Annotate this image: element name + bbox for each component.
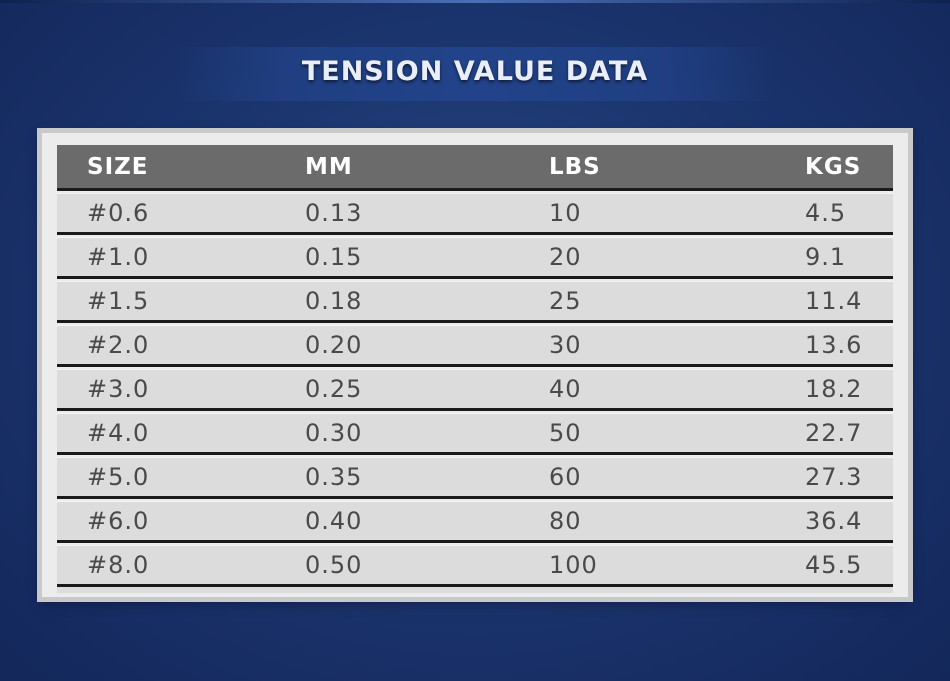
table-row: #1.5 0.18 25 11.4 bbox=[57, 281, 893, 323]
title-band bbox=[175, 47, 775, 101]
mm-cell: 0.20 bbox=[305, 330, 363, 359]
lbs-cell: 20 bbox=[549, 242, 582, 271]
size-cell: #0.6 bbox=[87, 198, 150, 227]
table-row: #4.0 0.30 50 22.7 bbox=[57, 413, 893, 455]
table-row: #2.0 0.20 30 13.6 bbox=[57, 325, 893, 367]
lbs-cell: 50 bbox=[549, 418, 582, 447]
page-title: TENSION VALUE DATA bbox=[301, 56, 649, 87]
kgs-cell: 22.7 bbox=[805, 418, 863, 447]
size-cell: #1.5 bbox=[87, 286, 150, 315]
table-row: #6.0 0.40 80 36.4 bbox=[57, 501, 893, 543]
lbs-cell: 10 bbox=[549, 198, 582, 227]
kgs-cell: 11.4 bbox=[805, 286, 863, 315]
column-header-mm: MM bbox=[305, 153, 353, 180]
kgs-cell: 13.6 bbox=[805, 330, 863, 359]
mm-cell: 0.35 bbox=[305, 462, 363, 491]
table-row: #0.6 0.13 10 4.5 bbox=[57, 193, 893, 235]
mm-cell: 0.15 bbox=[305, 242, 363, 271]
lbs-cell: 25 bbox=[549, 286, 582, 315]
size-cell: #6.0 bbox=[87, 506, 150, 535]
table-header-row: SIZE MM LBS KGS bbox=[57, 145, 893, 191]
mm-cell: 0.30 bbox=[305, 418, 363, 447]
kgs-cell: 45.5 bbox=[805, 550, 863, 579]
kgs-cell: 36.4 bbox=[805, 506, 863, 535]
table-bottom-strip bbox=[57, 587, 893, 593]
column-header-lbs: LBS bbox=[549, 153, 601, 180]
table-row: #8.0 0.50 100 45.5 bbox=[57, 545, 893, 587]
table-row: #5.0 0.35 60 27.3 bbox=[57, 457, 893, 499]
lbs-cell: 80 bbox=[549, 506, 582, 535]
size-cell: #8.0 bbox=[87, 550, 150, 579]
size-cell: #2.0 bbox=[87, 330, 150, 359]
lbs-cell: 60 bbox=[549, 462, 582, 491]
top-accent-line bbox=[0, 0, 950, 3]
mm-cell: 0.40 bbox=[305, 506, 363, 535]
table-row: #3.0 0.25 40 18.2 bbox=[57, 369, 893, 411]
size-cell: #1.0 bbox=[87, 242, 150, 271]
column-header-size: SIZE bbox=[87, 153, 149, 180]
tension-table: SIZE MM LBS KGS #0.6 0.13 10 4.5 #1.0 0.… bbox=[57, 145, 893, 593]
table-row: #1.0 0.15 20 9.1 bbox=[57, 237, 893, 279]
kgs-cell: 9.1 bbox=[805, 242, 847, 271]
lbs-cell: 30 bbox=[549, 330, 582, 359]
size-cell: #3.0 bbox=[87, 374, 150, 403]
lbs-cell: 40 bbox=[549, 374, 582, 403]
size-cell: #5.0 bbox=[87, 462, 150, 491]
kgs-cell: 18.2 bbox=[805, 374, 863, 403]
mm-cell: 0.13 bbox=[305, 198, 363, 227]
kgs-cell: 27.3 bbox=[805, 462, 863, 491]
table-panel: SIZE MM LBS KGS #0.6 0.13 10 4.5 #1.0 0.… bbox=[42, 133, 908, 597]
lbs-cell: 100 bbox=[549, 550, 598, 579]
kgs-cell: 4.5 bbox=[805, 198, 847, 227]
size-cell: #4.0 bbox=[87, 418, 150, 447]
mm-cell: 0.25 bbox=[305, 374, 363, 403]
mm-cell: 0.50 bbox=[305, 550, 363, 579]
column-header-kgs: KGS bbox=[805, 153, 862, 180]
mm-cell: 0.18 bbox=[305, 286, 363, 315]
